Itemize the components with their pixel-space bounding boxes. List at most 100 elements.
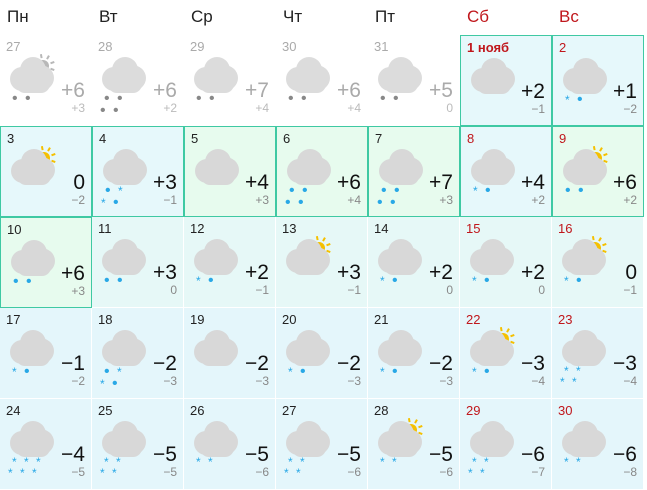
snow-icon: * [296,466,303,480]
day-temperature: −3 [521,352,545,375]
snow-icon: * [101,196,108,210]
day-cell[interactable]: 5 +4 +3 [184,126,276,217]
day-cell[interactable]: 21 * • −2 −3 [368,308,460,399]
day-cell[interactable]: 23 * * * * −3 −4 [552,308,644,399]
weekday-header: Пн Вт Ср Чт Пт Сб Вс [0,0,647,35]
day-cell[interactable]: 11 • • +3 0 [92,217,184,308]
snow-icon: * [12,455,19,469]
snow-icon: * [564,274,571,288]
day-number: 29 [466,403,481,418]
day-temperature: +5 [429,79,453,102]
day-number: 23 [558,312,573,327]
day-number: 13 [282,221,297,236]
cloud-icon [466,419,516,459]
day-temperature: −2 [153,352,177,375]
day-cell[interactable]: 24 * * * * * * −4 −5 [0,399,92,490]
day-cell[interactable]: 1 нояб +2 −1 [460,35,552,126]
day-cell[interactable]: 15 * • +2 0 [460,217,552,308]
day-temperature: +2 [429,261,453,284]
raindrop-icon: • [484,272,492,289]
day-temperature: +6 [337,79,361,102]
day-cell[interactable]: 9 • • +6 +2 [552,126,644,217]
snow-icon: * [36,455,43,469]
cloud-icon [374,55,424,95]
day-cell[interactable]: 6 • • • • +6 +4 [276,126,368,217]
night-temperature: −8 [623,465,637,479]
weekday-label: Чт [283,7,303,26]
day-cell[interactable]: 31 • • +5 0 [368,35,460,126]
precipitation: * • [472,272,512,289]
weekday-label: Пт [375,7,396,26]
day-number: 15 [466,221,481,236]
day-cell[interactable]: 16 * • 0 −1 [552,217,644,308]
raindrop-icon: • [112,102,121,119]
day-cell[interactable]: 13 +3 −1 [276,217,368,308]
day-cell[interactable]: 20 * • −2 −3 [276,308,368,399]
day-cell[interactable]: 27 • • +6 +3 [0,35,92,126]
snow-icon: * [24,455,31,469]
raindrop-icon: • [377,194,385,211]
day-cell[interactable]: 19 −2 −3 [184,308,276,399]
day-number: 10 [7,222,22,237]
night-temperature: −1 [255,283,269,297]
precipitation: • * * • [101,183,145,211]
day-cell[interactable]: 28 • • • • +6 +2 [92,35,184,126]
precipitation: * • [380,364,420,380]
day-cell[interactable]: 8 * • +4 +2 [460,126,552,217]
day-cell[interactable]: 30 • • +6 +4 [276,35,368,126]
day-number: 8 [467,131,475,146]
day-cell[interactable]: 29 • • +7 +4 [184,35,276,126]
night-temperature: −3 [439,374,453,388]
snow-icon: * [484,455,491,469]
raindrop-icon: • [100,102,108,119]
night-temperature: −7 [531,465,545,479]
day-cell[interactable]: 28 * * −5 −6 [368,399,460,490]
raindrop-icon: • [116,272,125,289]
day-cell[interactable]: 27 * * * * −5 −6 [276,399,368,490]
day-cell[interactable]: 4 • * * • +3 −1 [92,126,184,217]
snow-icon: * [572,375,579,389]
raindrop-icon: • [389,194,398,211]
night-temperature: −4 [623,374,637,388]
night-temperature: −3 [347,374,361,388]
precipitation: * * * * [468,455,512,479]
cloud-icon [374,237,424,277]
day-cell[interactable]: 29 * * * * −6 −7 [460,399,552,490]
night-temperature: −3 [255,374,269,388]
day-cell[interactable]: 18 • * * • −2 −3 [92,308,184,399]
cloud-icon [559,146,609,187]
day-cell[interactable]: 7 • • • • +7 +3 [368,126,460,217]
day-cell[interactable]: 17 * • −1 −2 [0,308,92,399]
day-cell[interactable]: 26 * * −5 −6 [184,399,276,490]
snow-icon: * [380,455,387,469]
day-number: 4 [99,131,107,146]
day-number: 1 нояб [467,40,510,55]
day-number: 14 [374,221,389,236]
snow-icon: * [116,455,123,469]
day-number: 18 [98,312,113,327]
day-number: 12 [190,221,205,236]
day-temperature: 0 [625,261,637,284]
snow-icon: * [473,184,480,198]
day-cell[interactable]: 22 * • −3 −4 [460,308,552,399]
cloud-icon [466,327,516,368]
night-temperature: 0 [170,283,177,297]
night-temperature: −5 [71,465,85,479]
raindrop-icon: • [285,194,293,211]
day-cell[interactable]: 25 * * * * −5 −5 [92,399,184,490]
day-cell[interactable]: 12 * • +2 −1 [184,217,276,308]
day-cell[interactable]: 2 * • +1 −2 [552,35,644,126]
day-cell[interactable]: 30 * * −6 −8 [552,399,644,490]
day-cell[interactable]: 10 • • +6 +3 [0,217,92,308]
cloud-icon [467,147,517,187]
precipitation: * * * * [100,455,144,479]
day-number: 2 [559,40,567,55]
night-temperature: −6 [347,465,361,479]
night-temperature: −2 [623,102,637,116]
raindrop-icon: • [25,273,34,290]
day-cell[interactable]: 3 0 −2 [0,126,92,217]
precipitation: • • [196,91,236,107]
day-cell[interactable]: 14 * • +2 0 [368,217,460,308]
snow-icon: * [380,274,387,288]
cloud-icon [191,147,241,187]
